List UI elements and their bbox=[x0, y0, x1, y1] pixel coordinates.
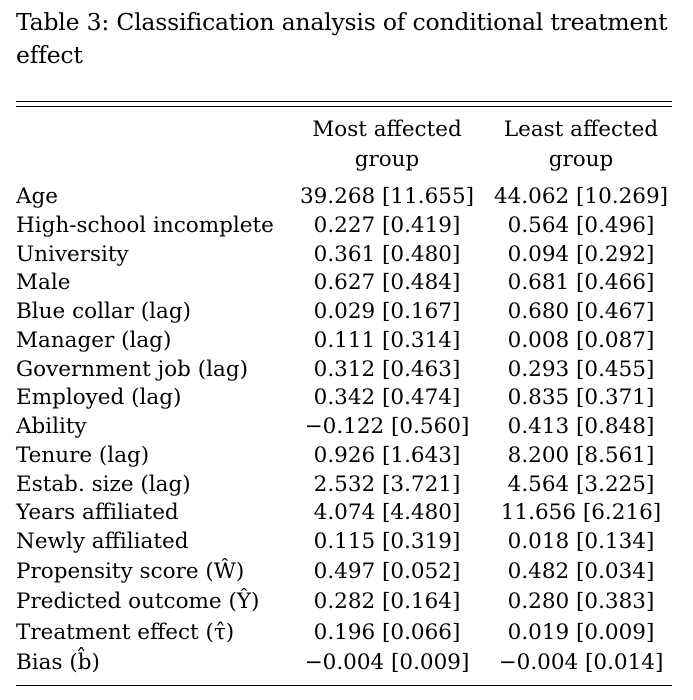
cell-least-affected: 0.835 [0.371] bbox=[507, 385, 655, 411]
cell-most-affected: 2.532 [3.721] bbox=[313, 471, 461, 497]
table-row: Blue collar (lag) 0.029 [0.167] 0.680 [0.4… bbox=[16, 298, 672, 327]
cell-most-affected: −0.122 [0.560] bbox=[304, 414, 470, 439]
cell-most-affected: 4.074 [4.480] bbox=[313, 500, 461, 526]
table-row: Employed (lag) 0.342 [0.474] 0.835 [0.371] bbox=[16, 384, 672, 413]
cell-least-affected: 0.018 [0.134] bbox=[507, 529, 655, 554]
cell-most-affected: 0.312 [0.463] bbox=[313, 356, 461, 382]
row-label: Propensity score (Ŵ) bbox=[16, 558, 245, 584]
column-header-least-affected: Least affected group bbox=[490, 115, 672, 175]
row-label: Treatment effect (τ̂) bbox=[16, 619, 235, 645]
row-label: Manager (lag) bbox=[16, 327, 172, 353]
table-row: Predicted outcome (Ŷ) 0.282 [0.164] 0.280 … bbox=[16, 587, 672, 618]
cell-most-affected: 0.282 [0.164] bbox=[313, 589, 461, 615]
table-row: Male 0.627 [0.484] 0.681 [0.466] bbox=[16, 269, 672, 298]
top-rule-thin bbox=[16, 106, 672, 107]
row-label: Age bbox=[16, 184, 59, 209]
column-header-line: group bbox=[548, 147, 614, 172]
cell-most-affected: 0.111 [0.314] bbox=[313, 327, 461, 353]
row-label: Male bbox=[16, 270, 71, 296]
table-row: Years affiliated 4.074 [4.480] 11.656 [6.2… bbox=[16, 499, 672, 528]
row-label: Years affiliated bbox=[16, 500, 179, 526]
table-row: High-school incomplete 0.227 [0.419] 0.564… bbox=[16, 212, 672, 241]
cell-least-affected: 0.482 [0.034] bbox=[507, 558, 655, 584]
cell-least-affected: 0.280 [0.383] bbox=[507, 589, 655, 615]
table-row: Bias (b̂) −0.004 [0.009] −0.004 [0.014] bbox=[16, 648, 672, 679]
table-row: Propensity score (Ŵ) 0.497 [0.052] 0.482 [… bbox=[16, 557, 672, 588]
cell-most-affected: 0.926 [1.643] bbox=[313, 442, 461, 468]
table-row: Estab. size (lag) 2.532 [3.721] 4.564 [3.2… bbox=[16, 471, 672, 500]
row-label: Bias (b̂) bbox=[16, 650, 100, 676]
cell-most-affected: 0.361 [0.480] bbox=[313, 241, 461, 267]
row-label: High-school incomplete bbox=[16, 212, 274, 238]
cell-most-affected: 0.196 [0.066] bbox=[313, 619, 461, 645]
cell-most-affected: 0.342 [0.474] bbox=[313, 385, 461, 411]
cell-least-affected: 0.680 [0.467] bbox=[507, 299, 655, 324]
table-row: Newly affiliated 0.115 [0.319] 0.018 [0.13… bbox=[16, 528, 672, 557]
column-header-line: group bbox=[354, 147, 420, 172]
table-caption: Table 3: Classification analysis of cond… bbox=[16, 8, 668, 69]
cell-least-affected: −0.004 [0.014] bbox=[498, 650, 664, 676]
cell-least-affected: 11.656 [6.216] bbox=[500, 500, 662, 526]
row-label: Estab. size (lag) bbox=[16, 471, 191, 497]
cell-most-affected: 0.627 [0.484] bbox=[313, 270, 461, 296]
cell-most-affected: 0.497 [0.052] bbox=[313, 558, 461, 584]
row-label: University bbox=[16, 241, 129, 267]
row-label: Predicted outcome (Ŷ) bbox=[16, 589, 260, 615]
bottom-rule bbox=[16, 685, 672, 686]
table-row: Ability −0.122 [0.560] 0.413 [0.848] bbox=[16, 413, 672, 442]
table-row: University 0.361 [0.480] 0.094 [0.292] bbox=[16, 241, 672, 270]
column-header-line: Least affected bbox=[503, 117, 659, 142]
row-label: Government job (lag) bbox=[16, 356, 248, 382]
column-header-most-affected: Most affected group bbox=[296, 115, 478, 175]
row-label: Blue collar (lag) bbox=[16, 299, 191, 324]
table-row: Tenure (lag) 0.926 [1.643] 8.200 [8.561] bbox=[16, 442, 672, 471]
cell-least-affected: 0.293 [0.455] bbox=[507, 356, 655, 382]
row-label: Employed (lag) bbox=[16, 385, 182, 411]
row-label: Tenure (lag) bbox=[16, 442, 150, 468]
table-row: Age 39.268 [11.655] 44.062 [10.269] bbox=[16, 183, 672, 212]
table-row: Treatment effect (τ̂) 0.196 [0.066] 0.019 … bbox=[16, 618, 672, 649]
cell-most-affected: 39.268 [11.655] bbox=[299, 184, 475, 209]
cell-most-affected: −0.004 [0.009] bbox=[304, 650, 470, 676]
top-rule-thick bbox=[16, 101, 672, 102]
cell-most-affected: 0.115 [0.319] bbox=[313, 529, 461, 554]
table-row: Government job (lag) 0.312 [0.463] 0.293 [… bbox=[16, 356, 672, 385]
table-body: Age 39.268 [11.655] 44.062 [10.269] High-sc… bbox=[16, 183, 672, 679]
table-row: Manager (lag) 0.111 [0.314] 0.008 [0.087] bbox=[16, 327, 672, 356]
cell-least-affected: 0.413 [0.848] bbox=[507, 414, 655, 439]
cell-least-affected: 8.200 [8.561] bbox=[507, 442, 655, 468]
column-header-line: Most affected bbox=[312, 117, 462, 142]
cell-least-affected: 0.008 [0.087] bbox=[507, 327, 655, 353]
cell-least-affected: 0.019 [0.009] bbox=[507, 619, 655, 645]
cell-least-affected: 0.681 [0.466] bbox=[507, 270, 655, 296]
cell-least-affected: 0.094 [0.292] bbox=[507, 241, 655, 267]
row-label: Ability bbox=[16, 414, 87, 439]
cell-least-affected: 44.062 [10.269] bbox=[493, 184, 669, 209]
row-label: Newly affiliated bbox=[16, 529, 189, 554]
cell-most-affected: 0.227 [0.419] bbox=[313, 212, 461, 238]
cell-least-affected: 4.564 [3.225] bbox=[507, 471, 655, 497]
cell-least-affected: 0.564 [0.496] bbox=[507, 212, 655, 238]
cell-most-affected: 0.029 [0.167] bbox=[313, 299, 461, 324]
